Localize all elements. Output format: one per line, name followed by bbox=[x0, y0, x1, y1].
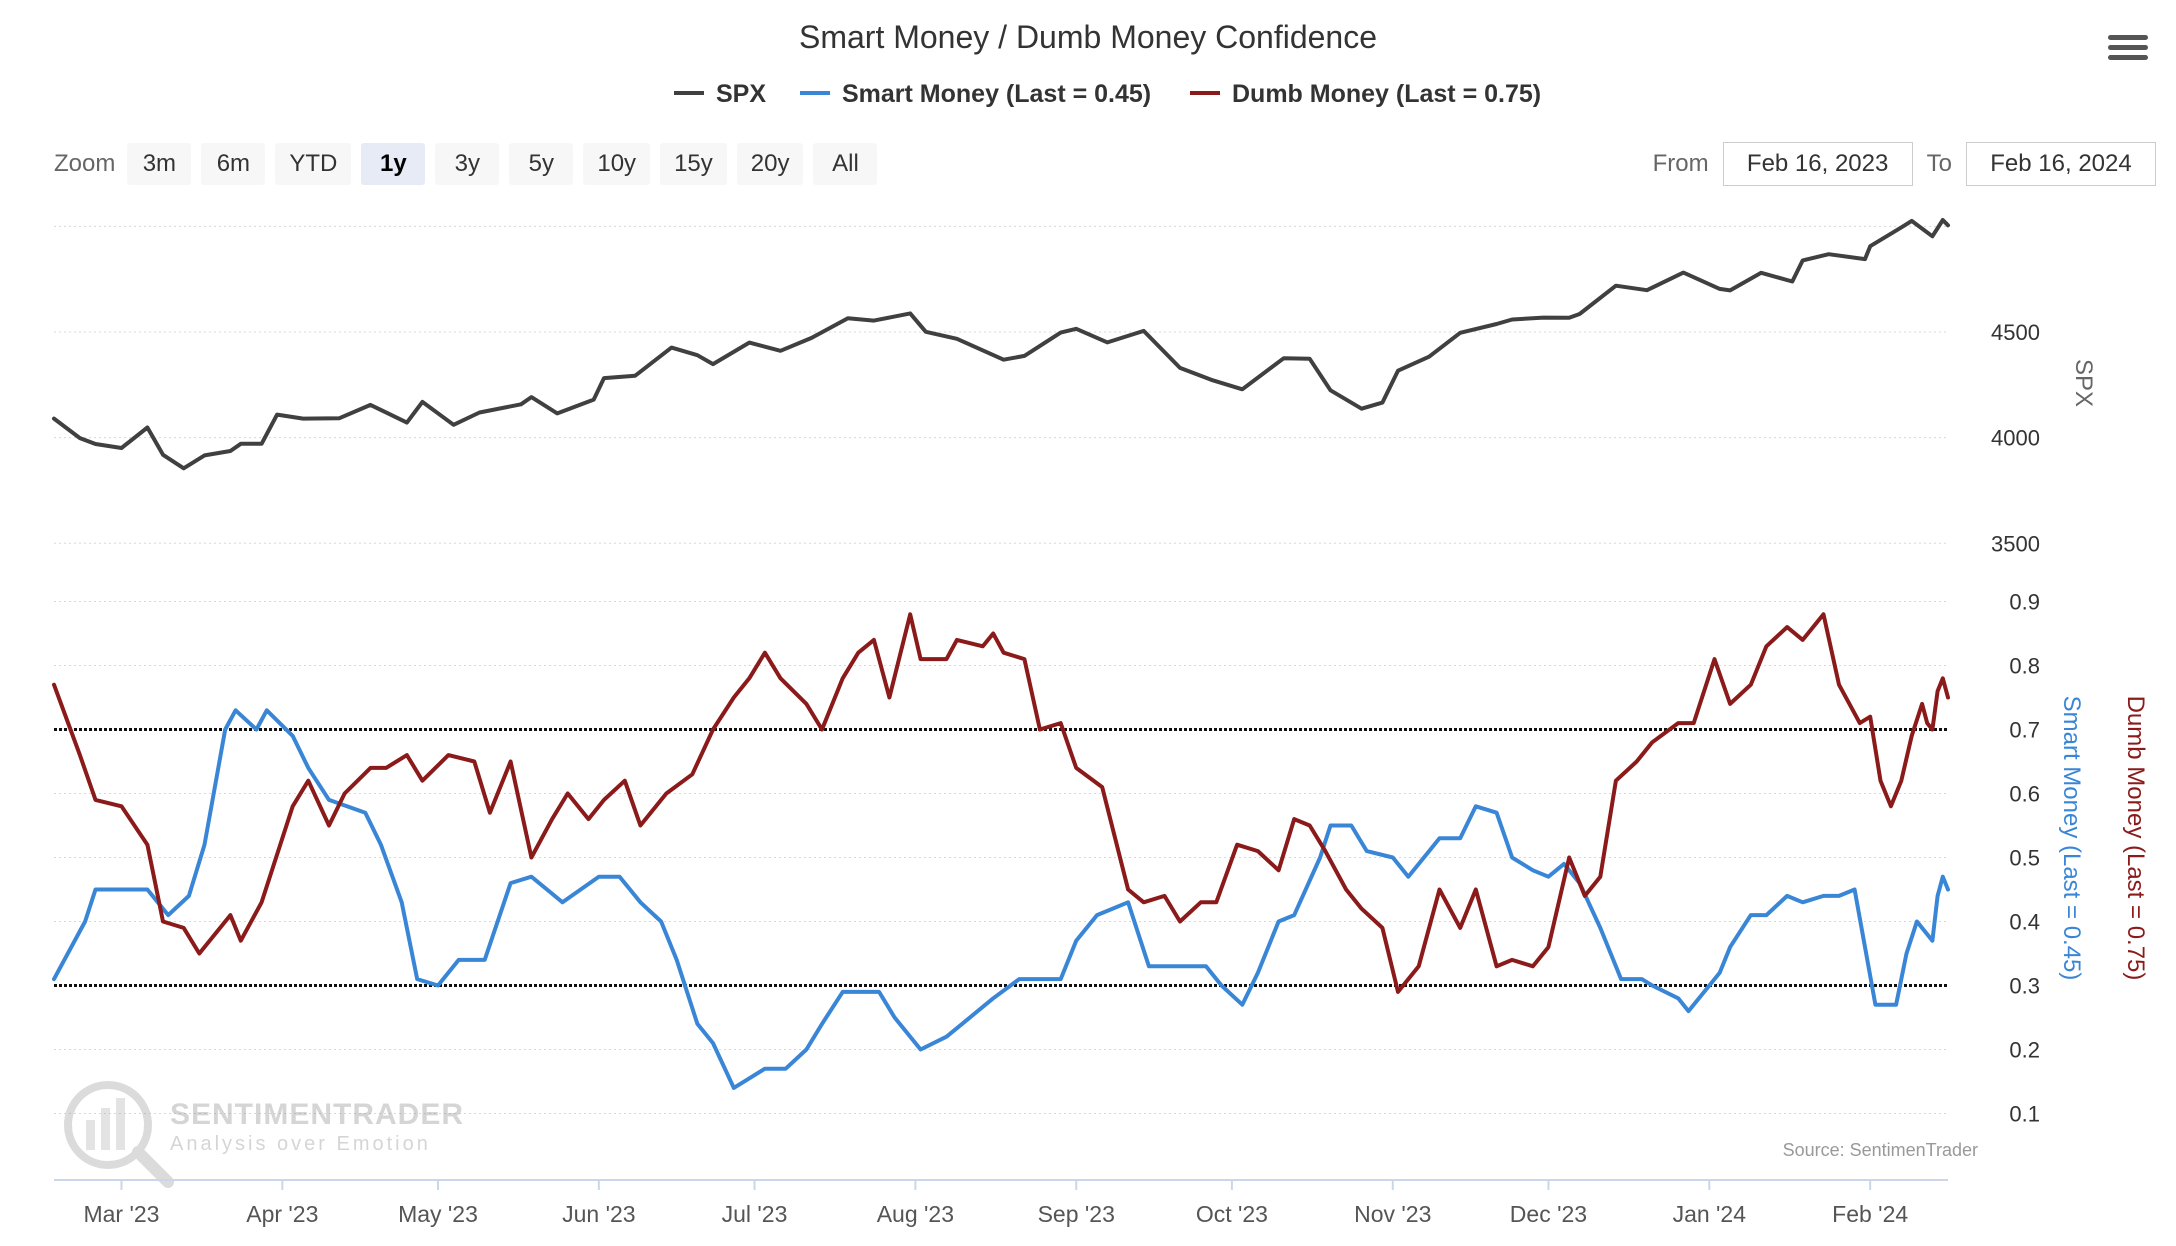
x-tick-label: Apr '23 bbox=[246, 1201, 318, 1227]
series-line-dumb-money bbox=[52, 612, 1950, 994]
spx-axis-title: SPX bbox=[2070, 359, 2097, 407]
watermark-bar-1 bbox=[86, 1120, 95, 1150]
conf-tick-label: 0.3 bbox=[2009, 974, 2040, 999]
zoom-button-6m[interactable]: 6m bbox=[201, 143, 266, 185]
to-label: To bbox=[1926, 150, 1952, 177]
x-tick-label: Jan '24 bbox=[1673, 1201, 1747, 1227]
zoom-label: Zoom bbox=[54, 150, 116, 177]
zoom-button-15y[interactable]: 15y bbox=[660, 143, 727, 185]
smart-money-axis-title: Smart Money (Last = 0.45) bbox=[2058, 696, 2085, 981]
watermark-brand: SENTIMENTRADER bbox=[170, 1098, 464, 1131]
menu-bar-middle bbox=[2108, 45, 2148, 50]
dumb-money-axis-title: Dumb Money (Last = 0.75) bbox=[2122, 696, 2149, 981]
zoom-button-20y[interactable]: 20y bbox=[736, 143, 804, 185]
axes: Mar '23 Apr '23 May '23 Jun '23 Jul '23 Aug '… bbox=[54, 320, 2149, 1227]
x-tick-label: Jul '23 bbox=[722, 1201, 788, 1227]
zoom-button-5y[interactable]: 5y bbox=[509, 143, 574, 185]
legend: SPX Smart Money (Last = 0.45) Dumb Money (… bbox=[674, 80, 1541, 108]
series-line-smart-money bbox=[52, 708, 1950, 1090]
watermark-handle bbox=[132, 1146, 174, 1188]
watermark-tagline: Analysis over Emotion bbox=[170, 1133, 431, 1155]
series bbox=[52, 218, 1950, 1090]
conf-tick-label: 0.7 bbox=[2009, 718, 2040, 743]
chart-title: Smart Money / Dumb Money Confidence bbox=[799, 19, 1377, 55]
zoom-button-10y[interactable]: 10y bbox=[583, 143, 651, 185]
x-tick-label: Sep '23 bbox=[1038, 1201, 1115, 1227]
watermark-bar-2 bbox=[101, 1108, 110, 1150]
conf-tick-label: 0.6 bbox=[2009, 782, 2040, 807]
conf-tick-label: 0.8 bbox=[2009, 654, 2040, 679]
legend-item-label[interactable]: Smart Money (Last = 0.45) bbox=[842, 80, 1151, 108]
spx-tick-label: 4500 bbox=[1991, 320, 2040, 345]
spx-tick-label: 3500 bbox=[1991, 531, 2040, 556]
from-date-input[interactable] bbox=[1722, 142, 1913, 186]
series-line-spx bbox=[52, 218, 1950, 471]
spx-tick-label: 4000 bbox=[1991, 426, 2040, 451]
x-tick-label: Nov '23 bbox=[1354, 1201, 1431, 1227]
zoom-button-3y[interactable]: 3y bbox=[435, 143, 500, 185]
x-tick-label: May '23 bbox=[398, 1201, 478, 1227]
x-tick-label: Aug '23 bbox=[877, 1201, 954, 1227]
menu-bar-top bbox=[2108, 35, 2148, 40]
x-tick-label: Dec '23 bbox=[1510, 1201, 1587, 1227]
legend-item-label[interactable]: Dumb Money (Last = 0.75) bbox=[1232, 80, 1541, 108]
from-label: From bbox=[1652, 150, 1709, 177]
hamburger-menu-icon[interactable] bbox=[2108, 30, 2148, 66]
menu-bar-bottom bbox=[2108, 55, 2148, 60]
conf-tick-label: 0.1 bbox=[2009, 1102, 2040, 1127]
zoom-button-3m[interactable]: 3m bbox=[127, 143, 192, 185]
conf-tick-label: 0.2 bbox=[2009, 1038, 2040, 1063]
conf-tick-label: 0.5 bbox=[2009, 846, 2040, 871]
to-date-input[interactable] bbox=[1966, 142, 2156, 186]
zoom-button-1y[interactable]: 1y bbox=[361, 143, 426, 185]
conf-tick-label: 0.9 bbox=[2009, 590, 2040, 615]
x-tick-label: Feb '24 bbox=[1832, 1201, 1908, 1227]
zoom-bar: Zoom 3m 6m YTD 1y 3y 5y 10y 15y 20y All bbox=[54, 142, 887, 186]
watermark-logo-icon bbox=[64, 1081, 152, 1169]
legend-item-label[interactable]: SPX bbox=[716, 80, 766, 108]
reference-lines bbox=[54, 728, 1948, 987]
x-tick-label: Oct '23 bbox=[1196, 1201, 1268, 1227]
conf-tick-label: 0.4 bbox=[2009, 910, 2040, 935]
zoom-button-all[interactable]: All bbox=[813, 143, 878, 185]
x-tick-label: Jun '23 bbox=[562, 1201, 635, 1227]
credits[interactable]: Source: SentimenTrader bbox=[1783, 1140, 1978, 1160]
watermark-bar-3 bbox=[116, 1098, 125, 1150]
x-tick-label: Mar '23 bbox=[83, 1201, 159, 1227]
watermark: SENTIMENTRADER Analysis over Emotion bbox=[64, 1081, 464, 1188]
date-range-selector: From To bbox=[1639, 142, 2156, 186]
zoom-button-ytd[interactable]: YTD bbox=[275, 143, 352, 185]
